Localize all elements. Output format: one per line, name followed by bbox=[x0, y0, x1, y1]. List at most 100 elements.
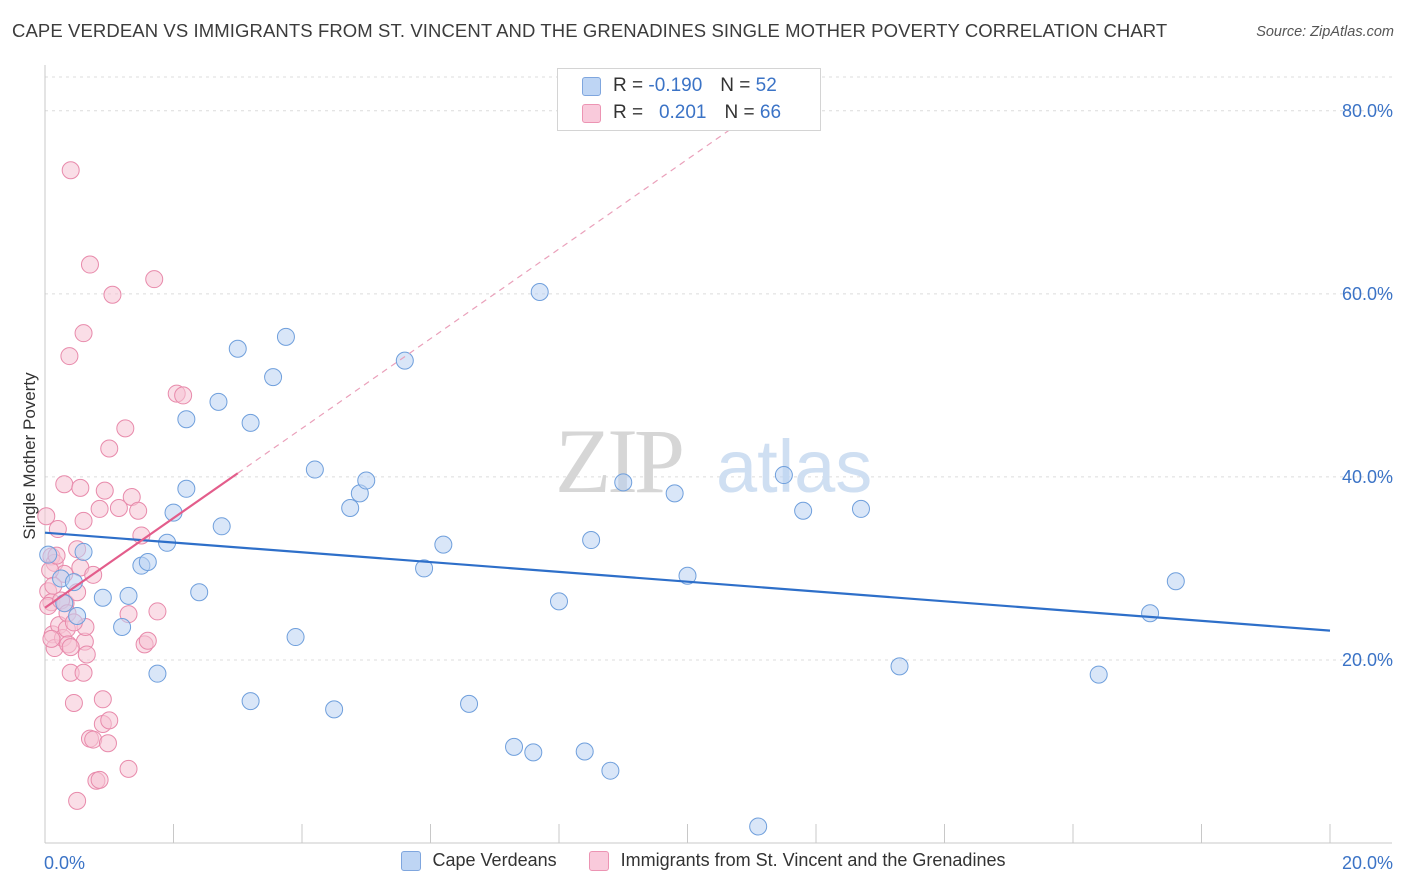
cape-verdean-point bbox=[774, 466, 793, 485]
legend-row-immigrants: R = 0.201 N = 66 bbox=[582, 101, 781, 125]
cape-verdean-point bbox=[113, 617, 132, 636]
x-tick-label: 20.0% bbox=[1342, 853, 1393, 873]
cape-verdean-point bbox=[119, 586, 138, 605]
immigrants-point bbox=[74, 324, 93, 343]
cape-verdean-point bbox=[1141, 604, 1160, 623]
cape-verdean-point bbox=[505, 737, 524, 756]
immigrants-point bbox=[100, 711, 119, 730]
grid-lines bbox=[45, 76, 1392, 661]
legend-swatch-pink bbox=[588, 850, 609, 871]
immigrants-point bbox=[103, 285, 122, 304]
trend-extension-immigrants bbox=[237, 113, 753, 474]
series-legend: Cape Verdeans Immigrants from St. Vincen… bbox=[0, 850, 1406, 871]
legend-r-value: -0.190 bbox=[648, 75, 703, 96]
trend-line-cape-verdeans bbox=[44, 531, 1331, 632]
immigrants-point bbox=[90, 499, 109, 518]
cape-verdean-point bbox=[582, 531, 601, 550]
cape-verdean-point bbox=[177, 410, 196, 429]
legend-label: Cape Verdeans bbox=[432, 850, 557, 870]
cape-verdean-point bbox=[341, 499, 360, 518]
cape-verdean-point bbox=[851, 499, 870, 518]
immigrants-point bbox=[98, 734, 117, 753]
watermark: ZIP atlas bbox=[555, 410, 872, 512]
cape-verdean-point bbox=[524, 743, 543, 762]
cape-verdean-point bbox=[665, 484, 684, 503]
cape-verdean-point bbox=[1089, 665, 1108, 684]
legend-item-cape-verdeans[interactable]: Cape Verdeans bbox=[400, 850, 557, 871]
y-axis-label: Single Mother Poverty bbox=[20, 372, 39, 540]
cape-verdean-point bbox=[1166, 572, 1185, 591]
cape-verdean-point bbox=[228, 339, 247, 358]
cape-verdean-point bbox=[357, 471, 376, 490]
cape-verdean-point bbox=[68, 607, 87, 626]
legend-r-label: R = bbox=[613, 102, 644, 123]
cape-verdean-point bbox=[286, 628, 305, 647]
cape-verdean-point bbox=[264, 368, 283, 387]
trend-line-immigrants bbox=[44, 472, 239, 609]
immigrants-point bbox=[64, 693, 83, 712]
immigrants-point bbox=[42, 629, 61, 648]
cape-verdean-point bbox=[415, 559, 434, 578]
immigrants-point bbox=[148, 602, 167, 621]
legend-n-value: 52 bbox=[755, 75, 777, 96]
immigrants-point bbox=[116, 419, 135, 438]
y-tick-label: 60.0% bbox=[1342, 284, 1393, 304]
cape-verdean-point bbox=[601, 761, 620, 780]
cape-verdean-point bbox=[550, 592, 568, 611]
cape-verdean-point bbox=[148, 664, 167, 683]
immigrants-point bbox=[77, 645, 96, 664]
immigrants-point bbox=[100, 439, 119, 458]
immigrants-point bbox=[68, 791, 87, 810]
tick-labels: 20.0% 40.0% 60.0% 80.0% 0.0% 20.0% bbox=[44, 101, 1393, 873]
legend-n-label: N = bbox=[720, 75, 751, 96]
cape-verdean-point bbox=[325, 700, 344, 719]
legend-item-immigrants[interactable]: Immigrants from St. Vincent and the Gren… bbox=[588, 850, 1006, 871]
watermark-zip: ZIP bbox=[555, 410, 682, 512]
y-tick-label: 20.0% bbox=[1342, 650, 1393, 670]
immigrants-point bbox=[74, 511, 93, 530]
legend-r-value: 0.201 bbox=[658, 102, 707, 123]
x-tick-label: 0.0% bbox=[44, 853, 85, 873]
legend-swatch-blue bbox=[400, 850, 421, 871]
immigrants-point bbox=[93, 690, 112, 709]
trend-lines bbox=[44, 113, 1331, 632]
cape-verdean-point bbox=[395, 351, 414, 370]
cape-verdean-point bbox=[276, 327, 295, 346]
legend-swatch-blue bbox=[582, 76, 601, 96]
immigrants-point bbox=[95, 481, 114, 500]
cape-verdean-point bbox=[460, 694, 479, 713]
y-tick-label: 80.0% bbox=[1342, 101, 1393, 121]
immigrants-point bbox=[138, 631, 157, 650]
immigrants-point bbox=[71, 478, 90, 497]
cape-verdean-point bbox=[530, 282, 549, 301]
cape-verdean-point bbox=[190, 583, 209, 602]
axes bbox=[44, 65, 1392, 844]
immigrants-point bbox=[129, 501, 148, 520]
cape-verdean-point bbox=[575, 742, 594, 761]
legend-n-label: N = bbox=[724, 102, 755, 123]
immigrants-point bbox=[84, 730, 103, 749]
cape-verdean-point bbox=[138, 553, 157, 572]
immigrants-point bbox=[60, 347, 79, 366]
cape-verdean-point bbox=[177, 479, 196, 498]
cape-verdean-point bbox=[794, 501, 813, 520]
series-immigrants-points bbox=[37, 161, 193, 810]
cape-verdean-point bbox=[890, 657, 909, 676]
correlation-legend: R = -0.190 N = 52 R = 0.201 N = 66 bbox=[557, 68, 821, 131]
chart-title: CAPE VERDEAN VS IMMIGRANTS FROM ST. VINC… bbox=[12, 20, 1168, 41]
watermark-atlas: atlas bbox=[716, 425, 872, 508]
cape-verdean-point bbox=[212, 517, 231, 536]
immigrants-point bbox=[174, 386, 193, 405]
legend-label: Immigrants from St. Vincent and the Gren… bbox=[620, 850, 1006, 870]
immigrants-point bbox=[109, 499, 128, 518]
cape-verdean-point bbox=[749, 817, 768, 836]
y-tick-label: 40.0% bbox=[1342, 467, 1393, 487]
legend-swatch-pink bbox=[582, 103, 601, 123]
legend-r-label: R = bbox=[613, 75, 644, 96]
cape-verdean-point bbox=[39, 545, 58, 564]
immigrants-point bbox=[61, 638, 80, 657]
cape-verdean-point bbox=[305, 460, 324, 479]
legend-row-cape-verdeans: R = -0.190 N = 52 bbox=[582, 74, 777, 98]
immigrants-point bbox=[90, 770, 109, 789]
